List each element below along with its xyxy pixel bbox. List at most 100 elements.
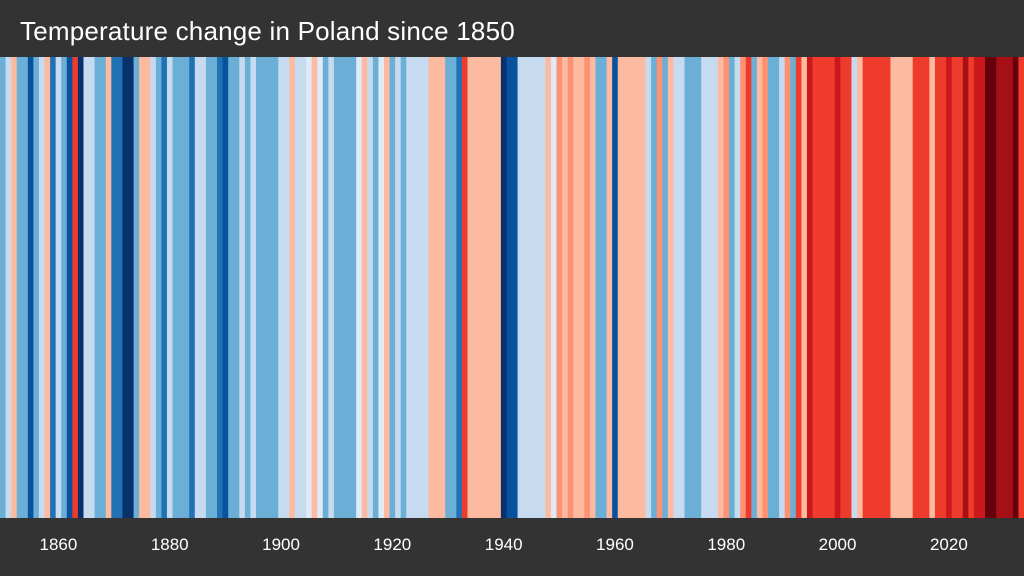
stripe-1961 <box>617 57 624 518</box>
stripe-2000 <box>834 57 841 518</box>
stripe-1854 <box>22 57 29 518</box>
stripe-1970 <box>667 57 674 518</box>
stripe-1969 <box>662 57 669 518</box>
stripe-2002 <box>845 57 853 518</box>
stripe-2017 <box>929 57 936 518</box>
stripe-1944 <box>523 57 530 518</box>
stripe-2010 <box>890 57 897 518</box>
stripe-1903 <box>294 57 302 518</box>
stripe-1999 <box>829 57 836 518</box>
stripe-1981 <box>729 57 736 518</box>
stripe-1860 <box>55 57 62 518</box>
stripe-1941 <box>506 57 513 518</box>
stripe-1989 <box>773 57 780 518</box>
stripe-2025 <box>973 57 981 518</box>
stripe-1933 <box>461 57 469 518</box>
stripe-1937 <box>484 57 491 518</box>
stripe-1946 <box>534 57 541 518</box>
stripe-1907 <box>317 57 324 518</box>
stripe-1983 <box>740 57 747 518</box>
stripe-1905 <box>306 57 313 518</box>
stripe-1995 <box>806 57 814 518</box>
stripe-1897 <box>261 57 268 518</box>
stripe-1971 <box>673 57 680 518</box>
stripe-1899 <box>272 57 279 518</box>
stripe-2033 <box>1018 57 1024 518</box>
stripe-1874 <box>133 57 140 518</box>
stripe-1851 <box>5 57 12 518</box>
stripe-1927 <box>428 57 435 518</box>
stripe-1979 <box>717 57 725 518</box>
stripe-1880 <box>166 57 174 518</box>
stripe-1853 <box>16 57 23 518</box>
stripe-2027 <box>985 57 992 518</box>
stripe-2003 <box>851 57 858 518</box>
stripe-1887 <box>205 57 213 518</box>
stripe-1867 <box>94 57 101 518</box>
stripe-1879 <box>161 57 168 518</box>
stripe-1896 <box>256 57 263 518</box>
stripe-1915 <box>361 57 368 518</box>
stripe-1900 <box>278 57 285 518</box>
stripe-2021 <box>951 57 958 518</box>
stripe-2014 <box>912 57 919 518</box>
x-axis: 1860 1880 1900 1920 1940 1960 1980 2000 2020 <box>40 535 968 554</box>
stripe-2019 <box>940 57 947 518</box>
stripe-1959 <box>606 57 613 518</box>
stripe-1964 <box>634 57 641 518</box>
stripe-1861 <box>61 57 68 518</box>
stripe-1977 <box>706 57 713 518</box>
stripe-2028 <box>990 57 997 518</box>
stripe-1857 <box>38 57 46 518</box>
stripe-1929 <box>439 57 446 518</box>
stripe-1902 <box>289 57 296 518</box>
stripe-1998 <box>823 57 830 518</box>
stripe-1904 <box>300 57 307 518</box>
stripe-2031 <box>1007 57 1014 518</box>
stripe-1978 <box>712 57 719 518</box>
stripe-1873 <box>128 57 135 518</box>
x-tick-label: 1940 <box>485 535 523 554</box>
stripe-1974 <box>690 57 697 518</box>
stripe-1921 <box>395 57 402 518</box>
stripe-1940 <box>500 57 508 518</box>
stripes-group <box>0 57 1024 518</box>
stripe-1965 <box>640 57 647 518</box>
stripe-1859 <box>50 57 57 518</box>
stripe-1994 <box>801 57 808 518</box>
stripe-1890 <box>222 57 229 518</box>
stripe-2024 <box>968 57 975 518</box>
stripe-1869 <box>105 57 112 518</box>
stripe-1865 <box>83 57 90 518</box>
stripe-2011 <box>896 57 903 518</box>
stripe-1855 <box>27 57 34 518</box>
stripe-1943 <box>517 57 524 518</box>
stripe-2004 <box>857 57 864 518</box>
stripe-1967 <box>651 57 658 518</box>
stripe-1872 <box>122 57 129 518</box>
stripe-1957 <box>595 57 602 518</box>
stripe-1952 <box>567 57 574 518</box>
chart-title: Temperature change in Poland since 1850 <box>20 16 515 46</box>
stripe-1951 <box>562 57 569 518</box>
stripe-1925 <box>417 57 424 518</box>
stripe-1990 <box>779 57 786 518</box>
stripe-1930 <box>445 57 452 518</box>
x-tick-label: 1960 <box>596 535 634 554</box>
stripe-1868 <box>100 57 107 518</box>
stripe-1909 <box>328 57 335 518</box>
stripe-1955 <box>584 57 591 518</box>
stripe-2005 <box>862 57 869 518</box>
stripe-1917 <box>372 57 380 518</box>
stripe-1895 <box>250 57 257 518</box>
stripe-1987 <box>762 57 769 518</box>
stripe-2032 <box>1012 57 1020 518</box>
stripe-1913 <box>350 57 357 518</box>
stripe-1858 <box>44 57 51 518</box>
stripe-1997 <box>818 57 825 518</box>
stripe-1871 <box>116 57 124 518</box>
stripe-1926 <box>422 57 430 518</box>
stripe-1881 <box>172 57 179 518</box>
stripe-2006 <box>868 57 875 518</box>
stripe-1973 <box>684 57 691 518</box>
